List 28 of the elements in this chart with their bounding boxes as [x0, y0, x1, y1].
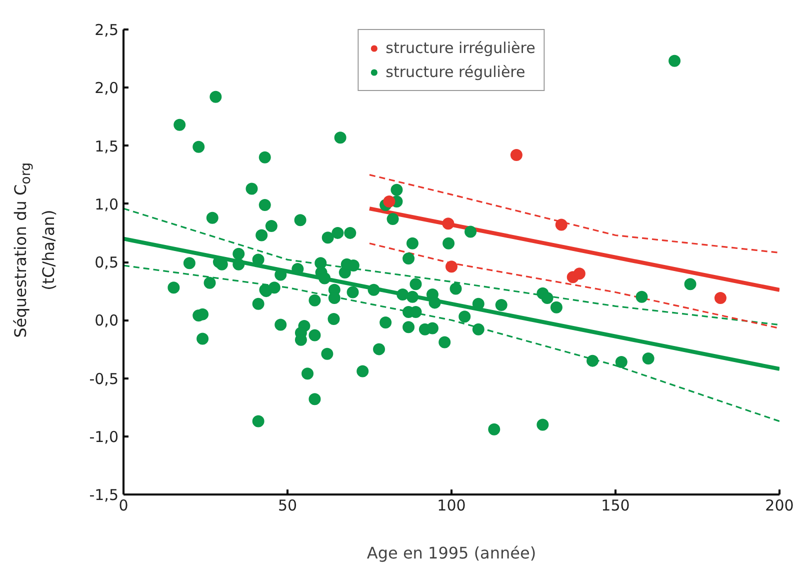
x-tick-label: 0 [118, 496, 128, 514]
point [573, 268, 586, 280]
line-series [124, 208, 780, 326]
y-tick-label: -0,5 [89, 370, 119, 388]
y-tick-label: 1,0 [94, 195, 119, 214]
legend-label: structure irrégulière [386, 38, 536, 58]
y-tick-label: 0,0 [94, 312, 119, 330]
x-axis-title: Age en 1995 (année) [366, 544, 536, 562]
y-tick-label: 1,5 [94, 137, 119, 156]
y-tick-label: -1,0 [89, 428, 119, 446]
x-tick-label: 200 [765, 496, 794, 514]
point [510, 149, 522, 162]
point [714, 292, 726, 304]
y-tick-label: 0,5 [94, 254, 119, 272]
point [442, 218, 454, 230]
line-series [368, 174, 780, 254]
y-tick-label: -1,5 [89, 486, 119, 504]
point [383, 196, 396, 208]
legend-label: structure régulière [386, 62, 526, 82]
x-tick-label: 150 [601, 496, 630, 514]
line-series [368, 242, 780, 330]
y-tick-label: 2,5 [94, 21, 119, 39]
x-tick-label: 50 [278, 496, 298, 514]
point [555, 218, 568, 231]
line-series [124, 264, 780, 422]
point [446, 260, 458, 273]
y-tick-label: 2,0 [94, 79, 119, 98]
x-tick-label: 100 [437, 496, 466, 514]
